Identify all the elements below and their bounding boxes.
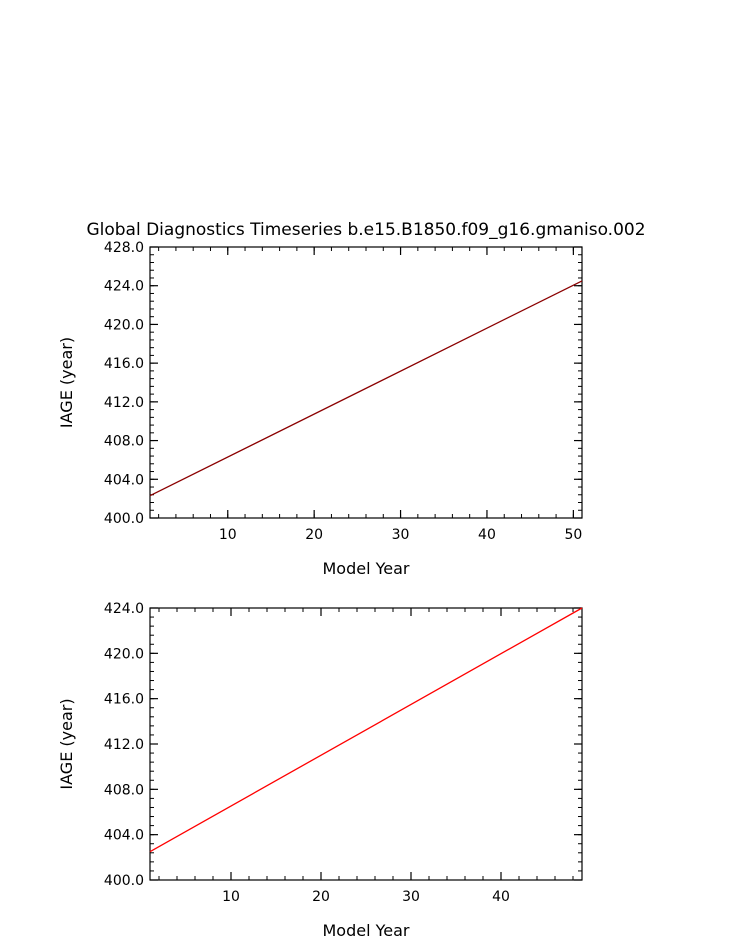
y-tick-label: 400.0 (104, 511, 144, 527)
y-tick-label: 424.0 (104, 601, 144, 617)
y-tick-label: 412.0 (104, 395, 144, 411)
y-tick-label: 416.0 (104, 692, 144, 708)
x-tick-label: 40 (478, 527, 496, 543)
lower-chart: 10 20 30 40 400.0 404.0 408.0 412.0 416.0 420.0 42… (57, 601, 583, 940)
figure-title: Global Diagnostics Timeseries b.e15.B185… (86, 220, 645, 240)
y-tick-label: 416.0 (104, 356, 144, 372)
x-axis-label: Model Year (323, 559, 410, 578)
plot-frame (149, 607, 583, 881)
upper-chart: 10 20 30 40 50 400.0 404.0 408.0 412.0 416.0 420.0… (57, 240, 583, 578)
x-tick-label: 10 (222, 889, 240, 905)
series-line (149, 607, 583, 853)
x-tick-label: 50 (564, 527, 582, 543)
x-tick-label: 20 (305, 527, 323, 543)
y-tick-label: 420.0 (104, 317, 144, 333)
y-tick-label: 404.0 (104, 472, 144, 488)
x-tick-label: 20 (312, 889, 330, 905)
x-tick-label: 30 (392, 527, 410, 543)
y-tick-label: 420.0 (104, 646, 144, 662)
y-axis-label: IAGE (year) (57, 337, 76, 428)
plot-frame (149, 246, 583, 519)
x-tick-label: 30 (402, 889, 420, 905)
y-tick-label: 428.0 (104, 240, 144, 256)
x-tick-label: 10 (219, 527, 237, 543)
x-tick-label: 40 (492, 889, 510, 905)
y-tick-label: 400.0 (104, 873, 144, 889)
y-tick-label: 412.0 (104, 737, 144, 753)
y-tick-label: 408.0 (104, 782, 144, 798)
x-axis-label: Model Year (323, 921, 410, 940)
y-axis-label: IAGE (year) (57, 698, 76, 789)
series-line (149, 280, 583, 497)
y-tick-label: 424.0 (104, 279, 144, 295)
y-tick-label: 404.0 (104, 828, 144, 844)
y-tick-label: 408.0 (104, 434, 144, 450)
